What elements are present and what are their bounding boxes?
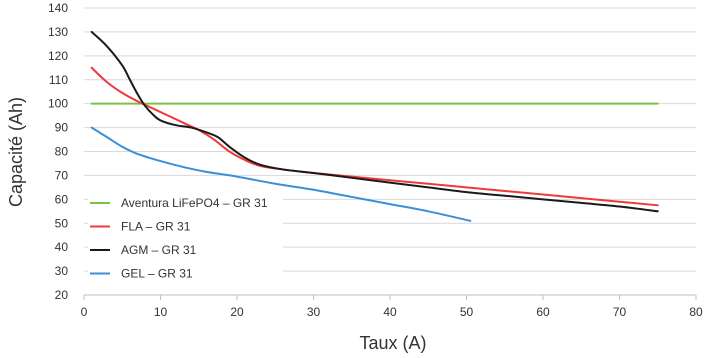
legend-label-agm-gr-31: AGM – GR 31 bbox=[121, 243, 197, 257]
y-tick-label-4: 60 bbox=[55, 192, 69, 206]
x-tick-label-6: 60 bbox=[536, 305, 550, 319]
y-tick-label-8: 100 bbox=[48, 97, 68, 111]
x-tick-label-5: 50 bbox=[460, 305, 474, 319]
y-tick-label-9: 110 bbox=[49, 73, 68, 87]
x-tick-label-2: 20 bbox=[230, 305, 244, 319]
series-lines bbox=[90, 30, 659, 222]
legend-background bbox=[88, 190, 283, 288]
x-tick-label-3: 30 bbox=[307, 305, 321, 319]
y-tick-label-6: 80 bbox=[55, 145, 69, 159]
y-tick-label-2: 40 bbox=[55, 240, 69, 254]
y-tick-label-11: 130 bbox=[48, 25, 68, 39]
tick-labels: 20 30 40 50 60 70 80 90 100 110 120 130 140 0 10 20 30 40… bbox=[48, 1, 703, 319]
y-tick-label-12: 140 bbox=[48, 1, 68, 15]
y-tick-label-3: 50 bbox=[55, 216, 69, 230]
y-tick-label-5: 70 bbox=[55, 168, 69, 182]
y-axis-title: Capacité (Ah) bbox=[6, 97, 26, 207]
series-line-fla-gr-31 bbox=[90, 66, 659, 207]
axes bbox=[83, 294, 697, 300]
x-tick-label-7: 70 bbox=[613, 305, 627, 319]
series-line-agm-gr-31 bbox=[90, 30, 659, 213]
series-line-gel-gr-31 bbox=[90, 126, 472, 222]
x-tick-label-0: 0 bbox=[81, 305, 88, 319]
legend-label-fla-gr-31: FLA – GR 31 bbox=[121, 220, 191, 234]
x-tick-label-8: 80 bbox=[689, 305, 703, 319]
y-tick-label-0: 20 bbox=[55, 288, 69, 302]
legend-label-aventura-lifepo4-gr-31: Aventura LiFePO4 – GR 31 bbox=[121, 196, 268, 210]
x-axis-title: Taux (A) bbox=[359, 333, 426, 353]
legend-label-gel-gr-31: GEL – GR 31 bbox=[121, 267, 193, 281]
x-tick-label-4: 40 bbox=[383, 305, 397, 319]
x-tick-label-1: 10 bbox=[154, 305, 168, 319]
y-tick-label-10: 120 bbox=[48, 49, 68, 63]
y-tick-label-7: 90 bbox=[55, 121, 69, 135]
legend: Aventura LiFePO4 – GR 31 FLA – GR 31 AGM –… bbox=[88, 190, 283, 288]
y-tick-label-1: 30 bbox=[55, 264, 69, 278]
